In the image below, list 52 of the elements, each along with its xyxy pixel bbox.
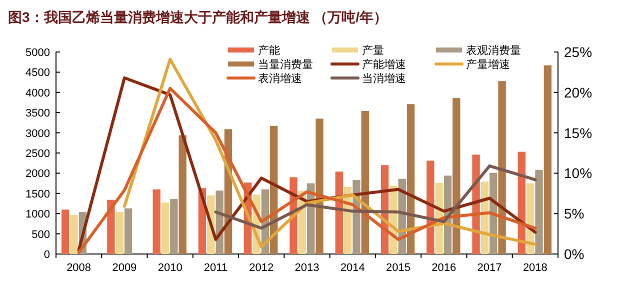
x-tick-label: 2012 [249, 262, 274, 274]
y2-tick-label: 5% [564, 206, 584, 222]
y2-tick-label: 10% [564, 165, 592, 182]
legend-label: 当消增速 [362, 72, 406, 85]
y-tick-label: 2000 [26, 168, 50, 180]
x-tick-label: 2016 [432, 262, 456, 274]
legend-label: 表消增速 [258, 72, 302, 85]
x-tick-label: 2008 [66, 262, 92, 274]
y2-tick-label: 15% [564, 124, 592, 141]
y-tick-label: 500 [32, 228, 50, 241]
x-tick-label: 2010 [158, 262, 182, 274]
bar [406, 104, 415, 254]
bar [161, 202, 170, 254]
x-tick-label: 2014 [340, 262, 365, 274]
y-tick-label: 5000 [26, 47, 50, 59]
y-tick-label: 4000 [26, 87, 50, 100]
legend-label: 产量 [362, 44, 384, 57]
y-tick-label: 0 [44, 249, 50, 261]
bar [544, 65, 552, 254]
bar [452, 98, 460, 254]
bar [70, 214, 78, 254]
y2-tick-label: 0% [564, 246, 584, 262]
x-tick-label: 2011 [204, 262, 228, 274]
y-tick-label: 4500 [26, 67, 50, 80]
y-tick-label: 1000 [26, 208, 50, 221]
chart-title: 图3：我国乙烯当量消费增速大于产能和产量增速 （万吨/年） [8, 9, 388, 25]
x-tick-label: 2015 [386, 262, 411, 274]
x-tick-label: 2017 [477, 262, 502, 274]
legend-label: 当量消费量 [258, 58, 313, 71]
bar [116, 212, 124, 254]
x-tick-label: 2013 [294, 262, 320, 274]
bar [178, 135, 186, 254]
bar [124, 208, 132, 254]
bar [535, 170, 543, 254]
legend-label: 产能 [258, 44, 280, 57]
y-tick-label: 2500 [26, 148, 50, 160]
x-tick-label: 2009 [112, 262, 137, 274]
bar [152, 189, 160, 254]
bar [498, 81, 506, 254]
bar [107, 200, 115, 254]
y-tick-label: 3500 [26, 108, 50, 120]
bar [316, 118, 324, 254]
bar [61, 210, 70, 254]
y2-tick-label: 20% [564, 84, 592, 100]
bar [170, 199, 178, 254]
y-tick-label: 1500 [26, 188, 50, 200]
legend-label: 产量增速 [466, 58, 510, 71]
y2-tick-label: 25% [564, 44, 592, 60]
legend-label: 表观消费量 [466, 44, 521, 57]
legend-label: 产能增速 [362, 58, 406, 71]
y-tick-label: 3000 [26, 128, 50, 140]
x-tick-label: 2018 [522, 262, 548, 274]
